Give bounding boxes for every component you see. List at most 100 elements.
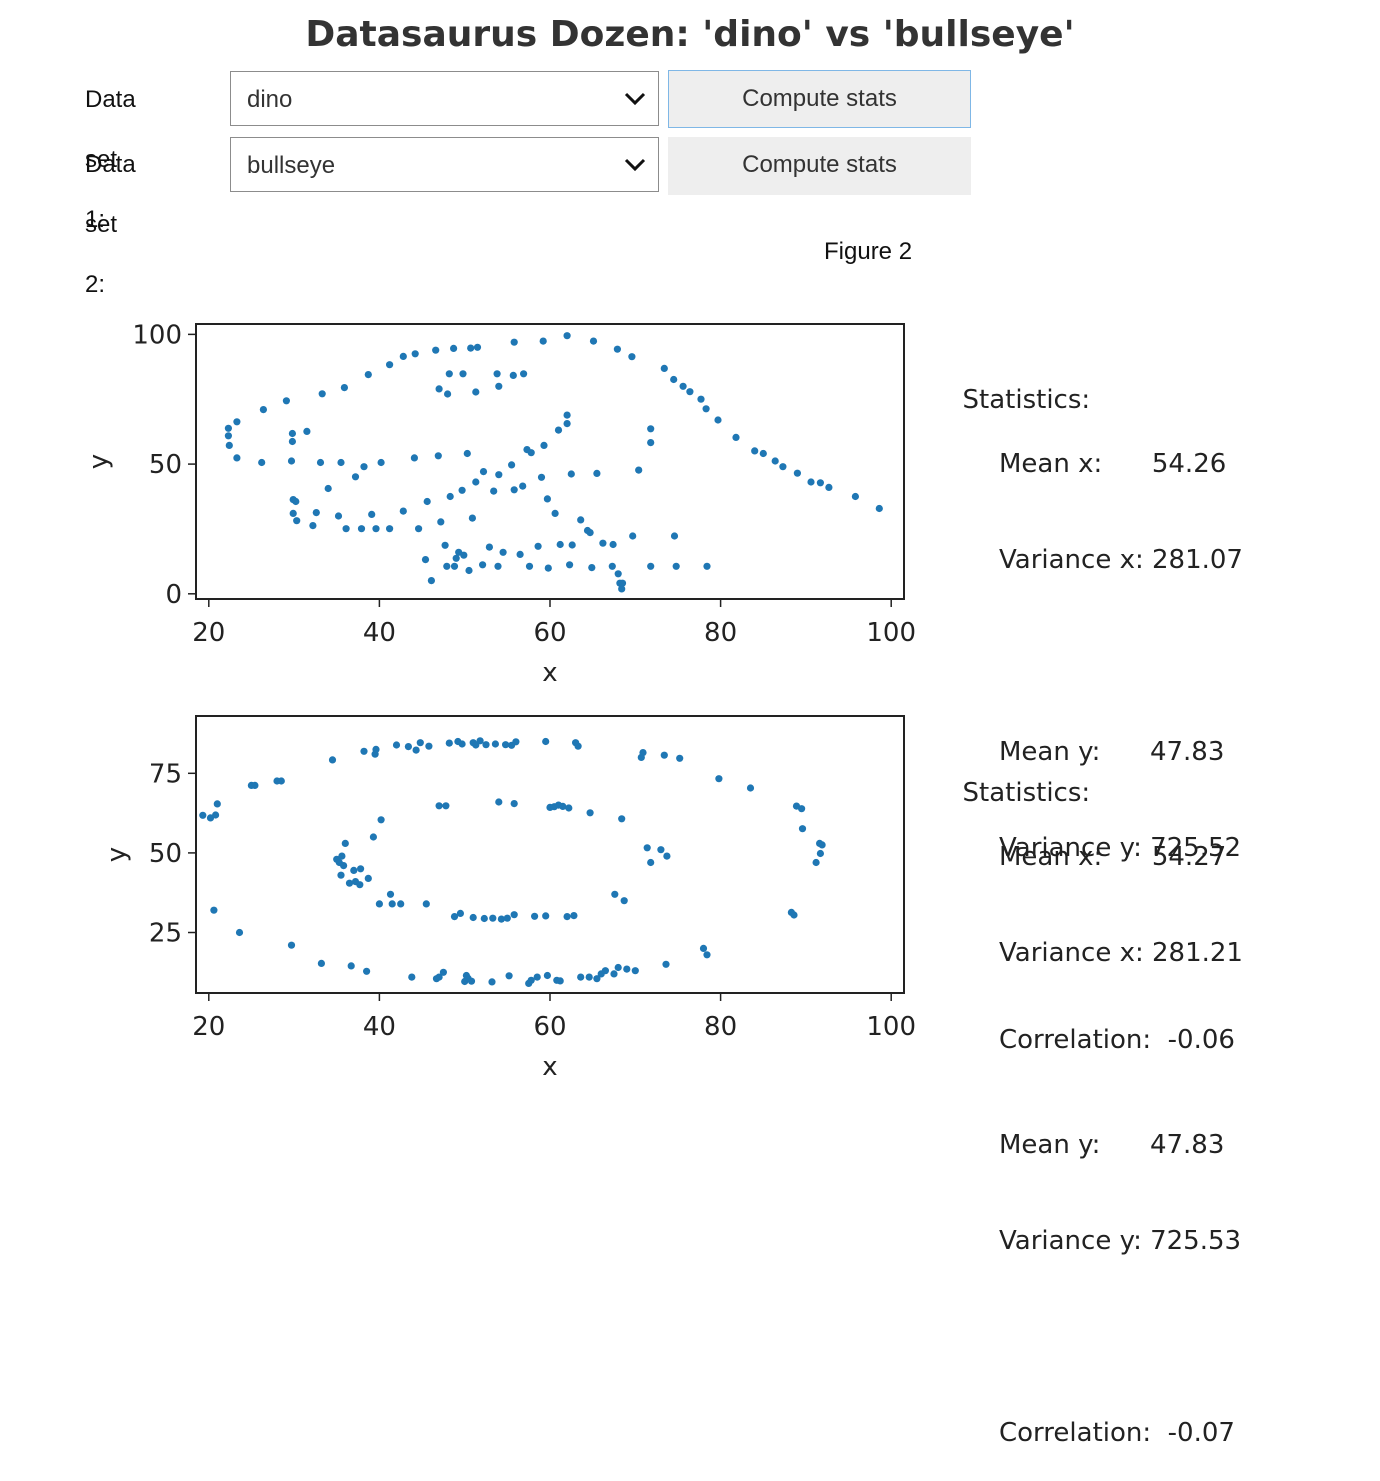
stats-panel-2: Statistics: Mean x: 54.27 Variance x: 28… [946, 745, 1243, 1481]
data-point [527, 449, 535, 457]
data-point [463, 449, 471, 458]
data-point [388, 900, 396, 908]
data-point [585, 973, 593, 981]
data-point [421, 556, 430, 564]
data-point [485, 543, 493, 551]
data-point [505, 972, 513, 980]
data-point [317, 959, 325, 968]
data-point [495, 798, 503, 806]
stats-variance-y: Variance y: 725.53 [999, 1226, 1242, 1256]
data-point [337, 458, 345, 467]
data-point [351, 473, 360, 481]
data-point [618, 585, 626, 593]
data-point [452, 554, 460, 562]
data-point [341, 839, 349, 848]
stats-heading: Statistics: [962, 778, 1091, 808]
data-point [490, 487, 498, 495]
y-tick-label: 100 [132, 320, 182, 350]
data-point [467, 977, 476, 985]
data-point [479, 561, 487, 569]
data-point [309, 522, 317, 530]
data-point [508, 461, 516, 469]
data-point [432, 346, 440, 354]
x-tick-label: 20 [192, 618, 225, 648]
data-point [647, 562, 655, 570]
data-point [392, 741, 401, 749]
data-point [527, 976, 535, 984]
data-point [631, 967, 639, 975]
data-point [338, 852, 346, 860]
data-point [458, 486, 466, 494]
data-point [480, 914, 488, 923]
data-point [469, 913, 477, 922]
data-point [416, 739, 424, 747]
data-point [554, 426, 563, 434]
data-point [614, 570, 622, 578]
stats-variance-x: Variance x: 281.21 [999, 938, 1243, 968]
data-point [399, 352, 407, 360]
data-point [350, 866, 358, 875]
data-point [510, 800, 518, 808]
data-point [399, 507, 407, 515]
figure-canvas: 20 40 60 80 100 0 50 100 x y 20 40 60 80 100 25 50 75 x y [84, 320, 916, 1082]
data-point [556, 540, 564, 549]
data-point [566, 561, 574, 569]
stats-mean-y: Mean y: 47.83 [999, 1130, 1225, 1160]
data-point [404, 743, 412, 751]
data-point [415, 525, 423, 533]
x-tick-label: 80 [704, 1012, 737, 1042]
data-point [807, 478, 815, 486]
data-point [427, 577, 435, 585]
data-point [369, 833, 377, 841]
data-point [446, 492, 454, 501]
stats-mean-x: Mean x: 54.27 [999, 842, 1227, 872]
data-point [611, 890, 619, 898]
dataset-1-select[interactable]: dino [230, 71, 659, 126]
data-point [628, 353, 636, 361]
data-point [793, 469, 802, 477]
data-point [534, 542, 542, 550]
compute-stats-2-button[interactable]: Compute stats [668, 137, 971, 195]
data-point [467, 344, 475, 352]
data-point [812, 858, 820, 867]
data-point [422, 900, 430, 908]
data-point [287, 457, 296, 465]
data-point [442, 802, 450, 810]
data-point [444, 390, 452, 398]
data-point [225, 441, 233, 449]
data-point [586, 809, 594, 817]
data-point [510, 911, 518, 919]
data-point [599, 539, 607, 547]
stats-variance-y: Variance y: 725.52 [999, 833, 1242, 863]
data-point [660, 751, 668, 759]
scatter-plot-dino: 20 40 60 80 100 0 50 100 x y [84, 320, 916, 688]
data-point [509, 371, 517, 379]
data-point [251, 781, 259, 790]
compute-stats-1-button[interactable]: Compute stats [668, 70, 971, 128]
data-point [798, 825, 807, 833]
data-point [512, 738, 520, 746]
chevron-down-icon [624, 92, 646, 106]
dataset-2-select[interactable]: bullseye [230, 137, 659, 192]
stats-variance-x: Variance x: 281.07 [999, 545, 1243, 575]
data-point [519, 482, 527, 490]
data-point [672, 562, 680, 570]
data-point [489, 914, 497, 922]
data-point [328, 756, 337, 764]
data-point [450, 913, 459, 921]
stats-heading: Statistics: [962, 385, 1091, 415]
data-point [563, 411, 571, 419]
data-point [574, 742, 582, 750]
data-point [495, 382, 503, 390]
chevron-down-icon [624, 158, 646, 172]
x-tick-label: 40 [363, 618, 396, 648]
data-point [565, 804, 573, 812]
data-point [210, 906, 218, 914]
data-point [798, 805, 806, 813]
data-point [479, 468, 488, 476]
x-tick-label: 60 [533, 1012, 566, 1042]
data-point [618, 815, 626, 823]
x-tick-label: 60 [533, 618, 566, 648]
data-point [588, 564, 596, 572]
y-axis-label: y [102, 847, 132, 862]
